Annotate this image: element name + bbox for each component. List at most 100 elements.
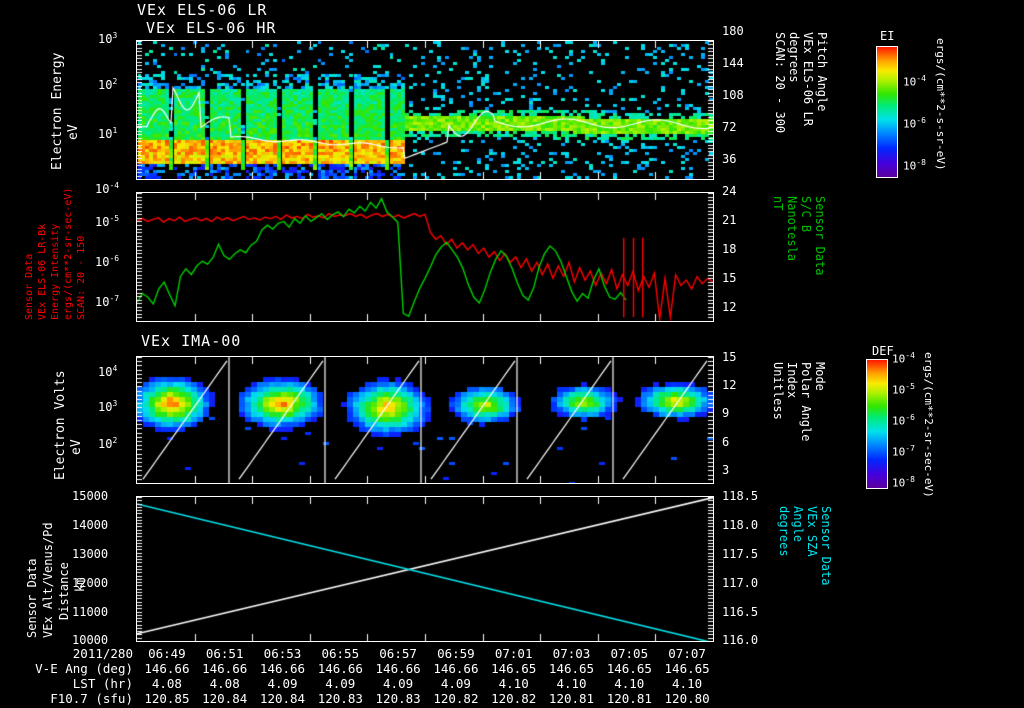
panel3-ylabel-line2: eV: [69, 439, 84, 455]
panel4-y2tick-1165: 116.5: [722, 605, 759, 619]
panel1-y2tick-144: 144: [722, 56, 744, 70]
panel3-y2label-line2: Polar Angle: [799, 362, 813, 442]
footer-cell: 06:49: [148, 646, 186, 661]
panel4-y2tick-1175: 117.5: [722, 547, 759, 561]
panel3-colorbar-tick-2: 10-5: [892, 382, 915, 397]
footer-cell: 146.66: [259, 661, 306, 676]
panel4-ytick-11000: 11000: [72, 605, 109, 619]
panel3-plot-area: [136, 356, 714, 484]
footer-row-label-0: 2011/280: [72, 646, 133, 661]
panel4-y2label-line3: Angle: [791, 506, 805, 543]
panel2-ytick-2: 10-5: [95, 214, 120, 229]
panel1-ylabel-line1: Electron Energy: [50, 52, 65, 170]
panel1-ytick-1000: 103: [98, 31, 118, 46]
footer-cell: 120.83: [317, 691, 363, 706]
panel4-y2tick-1160: 116.0: [722, 633, 759, 647]
panel3-ylabel-line1: Electron Volts: [53, 370, 68, 480]
panel1-colorbar-name: EI: [880, 29, 895, 43]
panel4-ytick-15000: 15000: [72, 489, 109, 503]
panel1-y2tick-108: 108: [722, 88, 744, 102]
footer-cell: 146.66: [375, 661, 421, 676]
footer-cell: 146.66: [317, 661, 363, 676]
panel2-y2label-line4: nT: [771, 196, 785, 211]
panel1-y2tick-180: 180: [722, 24, 744, 38]
footer-cell: 120.85: [144, 691, 190, 706]
footer-cell: 146.66: [202, 661, 248, 676]
footer-cell: 120.81: [548, 691, 595, 706]
panel2-ytick-3: 10-6: [95, 254, 120, 269]
footer-cell: 120.84: [259, 691, 306, 706]
panel2-ylabel-line2: VEx ELS-06 LR-Bk: [37, 223, 48, 320]
panel1-y2label-line4: SCAN: 20 - 300: [773, 32, 787, 134]
panel2-plot-area: [136, 192, 714, 322]
panel3-ytick-1e2: 102: [98, 436, 118, 451]
footer-cell: 06:51: [205, 646, 244, 661]
footer-row-label-2: LST (hr): [72, 676, 133, 691]
panel2-ytick-4: 10-7: [95, 294, 120, 309]
footer-cell: 06:55: [321, 646, 360, 661]
panel1-colorbar-gradient: [877, 47, 897, 177]
footer-cell: 07:03: [552, 646, 591, 661]
panel1-title-lr: VEx ELS-06 LR: [137, 1, 268, 19]
footer-cell: 146.65: [606, 661, 652, 676]
footer-cell: 4.10: [614, 676, 645, 691]
panel3-y2tick-9: 9: [722, 406, 730, 420]
panel3-y2label-line1: Mode: [813, 362, 827, 391]
panel1-y2tick-72: 72: [722, 120, 737, 134]
panel1-ylabel-line2: eV: [66, 124, 81, 140]
panel3-y2tick-12: 12: [722, 378, 737, 392]
panel2-ylabel-line4: ergs/(cm**2-sr-sec-eV): [63, 187, 74, 320]
panel2-y2label-line1: Sensor Data: [813, 196, 827, 276]
panel2-ylabel-line3: Energy Intensity: [50, 223, 61, 320]
panel4-ytick-10000: 10000: [72, 633, 109, 647]
panel3-colorbar-tick-3: 10-6: [892, 413, 915, 428]
panel3-colorbar: [866, 359, 888, 489]
panel3-y2tick-6: 6: [722, 435, 730, 449]
panel1-ytick-100: 102: [98, 77, 118, 92]
footer-row-label-3: F10.7 (sfu): [50, 691, 133, 706]
footer-cell: 146.65: [664, 661, 710, 676]
panel3-ytick-1e3: 103: [98, 399, 118, 414]
panel3-y2tick-15: 15: [722, 350, 737, 364]
panel3-colorbar-name: DEF: [872, 344, 894, 358]
footer-cell: 07:01: [494, 646, 533, 661]
panel1-plot-area: [136, 40, 714, 180]
panel1-colorbar: [876, 46, 898, 178]
footer-cell: 4.08: [151, 676, 182, 691]
panel4-ytick-14000: 14000: [72, 518, 109, 532]
footer-cell: 07:07: [668, 646, 706, 661]
panel1-y2tick-36: 36: [722, 152, 737, 166]
panel4-plot-area: [136, 496, 714, 642]
panel3-y2label-line3: Index: [785, 362, 799, 399]
panel4-y2tick-1185: 118.5: [722, 489, 759, 503]
footer-cell: 146.66: [144, 661, 190, 676]
panel2-y2label-line2: S/C B: [799, 196, 813, 233]
footer-cell: 4.10: [498, 676, 529, 691]
footer-cell: 06:59: [437, 646, 475, 661]
panel2-y2tick-21: 21: [722, 213, 737, 227]
footer-cell: 146.65: [548, 661, 595, 676]
panel4-traces: [137, 497, 713, 641]
panel4-ytick-12000: 12000: [72, 576, 109, 590]
footer-cell: 146.66: [433, 661, 479, 676]
panel3-colorbar-tick-1: 10-4: [892, 351, 915, 366]
footer-cell: 120.83: [375, 691, 421, 706]
panel2-traces: [137, 193, 713, 321]
footer-cell: 4.09: [383, 676, 414, 691]
footer-cell: 120.82: [433, 691, 479, 706]
panel2-y2label-line3: Nanotesla: [785, 196, 799, 262]
footer-cell: 4.09: [440, 676, 471, 691]
panel4-y2label-line4: degrees: [777, 506, 791, 557]
panel1-y2label-line3: degrees: [787, 32, 801, 83]
footer-cell: 06:57: [379, 646, 417, 661]
footer-row-label-1: V-E Ang (deg): [35, 661, 133, 676]
panel2-ylabel-line5: SCAN: 20 - 150: [76, 235, 87, 320]
footer-cell: 4.10: [672, 676, 703, 691]
footer-cell: 120.82: [491, 691, 537, 706]
panel1-y2label-line1: Pitch Angle: [815, 32, 829, 112]
panel4-y2label-line1: Sensor Data: [819, 506, 833, 586]
panel4-y2tick-1180: 118.0: [722, 518, 759, 532]
panel2-y2tick-12: 12: [722, 300, 737, 314]
panel4-y2label-line2: VEx SZA: [805, 506, 819, 557]
